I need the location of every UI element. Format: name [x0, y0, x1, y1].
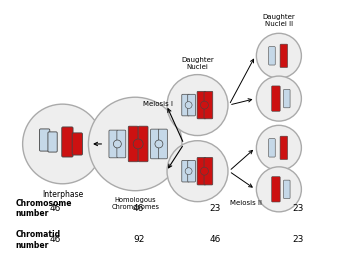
- Circle shape: [185, 168, 192, 175]
- FancyBboxPatch shape: [128, 126, 138, 162]
- Text: Chromosome
number: Chromosome number: [16, 199, 72, 219]
- Circle shape: [89, 97, 182, 191]
- FancyBboxPatch shape: [269, 47, 275, 65]
- Circle shape: [167, 141, 228, 202]
- Text: Daughter
Nuclei II: Daughter Nuclei II: [262, 14, 295, 26]
- FancyBboxPatch shape: [72, 133, 83, 155]
- FancyBboxPatch shape: [182, 94, 189, 116]
- Text: 23: 23: [292, 235, 303, 244]
- Circle shape: [201, 101, 208, 109]
- FancyBboxPatch shape: [272, 177, 280, 202]
- Text: Chromatid
number: Chromatid number: [16, 230, 61, 250]
- FancyBboxPatch shape: [197, 157, 206, 185]
- Text: 92: 92: [133, 235, 144, 244]
- FancyBboxPatch shape: [150, 129, 159, 159]
- Circle shape: [257, 76, 301, 121]
- FancyBboxPatch shape: [62, 127, 73, 157]
- Circle shape: [133, 139, 143, 149]
- FancyBboxPatch shape: [138, 126, 148, 162]
- Circle shape: [257, 33, 301, 78]
- FancyBboxPatch shape: [48, 132, 57, 152]
- Circle shape: [155, 140, 163, 148]
- FancyBboxPatch shape: [197, 91, 206, 119]
- Circle shape: [257, 167, 301, 212]
- Text: Meiosis II: Meiosis II: [230, 200, 262, 206]
- Circle shape: [201, 167, 208, 175]
- Circle shape: [113, 140, 121, 148]
- FancyBboxPatch shape: [204, 157, 213, 185]
- Text: Homologous
Chromosomes: Homologous Chromosomes: [111, 197, 159, 210]
- Circle shape: [257, 125, 301, 170]
- FancyBboxPatch shape: [280, 136, 288, 160]
- FancyBboxPatch shape: [188, 160, 195, 182]
- FancyBboxPatch shape: [284, 89, 290, 108]
- Text: Daughter
Nuclei: Daughter Nuclei: [181, 57, 214, 70]
- FancyBboxPatch shape: [188, 94, 195, 116]
- Text: 23: 23: [209, 204, 220, 213]
- Circle shape: [167, 75, 228, 135]
- Text: 46: 46: [133, 204, 144, 213]
- Text: 23: 23: [292, 204, 303, 213]
- FancyBboxPatch shape: [159, 129, 167, 159]
- Text: 46: 46: [50, 235, 61, 244]
- Text: 46: 46: [209, 235, 220, 244]
- FancyBboxPatch shape: [272, 86, 280, 111]
- Text: Interphase: Interphase: [42, 190, 83, 199]
- FancyBboxPatch shape: [284, 180, 290, 199]
- FancyBboxPatch shape: [280, 44, 288, 68]
- Circle shape: [23, 104, 102, 184]
- FancyBboxPatch shape: [40, 129, 50, 151]
- FancyBboxPatch shape: [182, 160, 189, 182]
- Text: Meiosis I: Meiosis I: [143, 101, 173, 107]
- FancyBboxPatch shape: [269, 139, 275, 157]
- FancyBboxPatch shape: [109, 130, 118, 158]
- Text: 46: 46: [50, 204, 61, 213]
- Circle shape: [185, 102, 192, 108]
- FancyBboxPatch shape: [117, 130, 126, 158]
- FancyBboxPatch shape: [204, 91, 213, 119]
